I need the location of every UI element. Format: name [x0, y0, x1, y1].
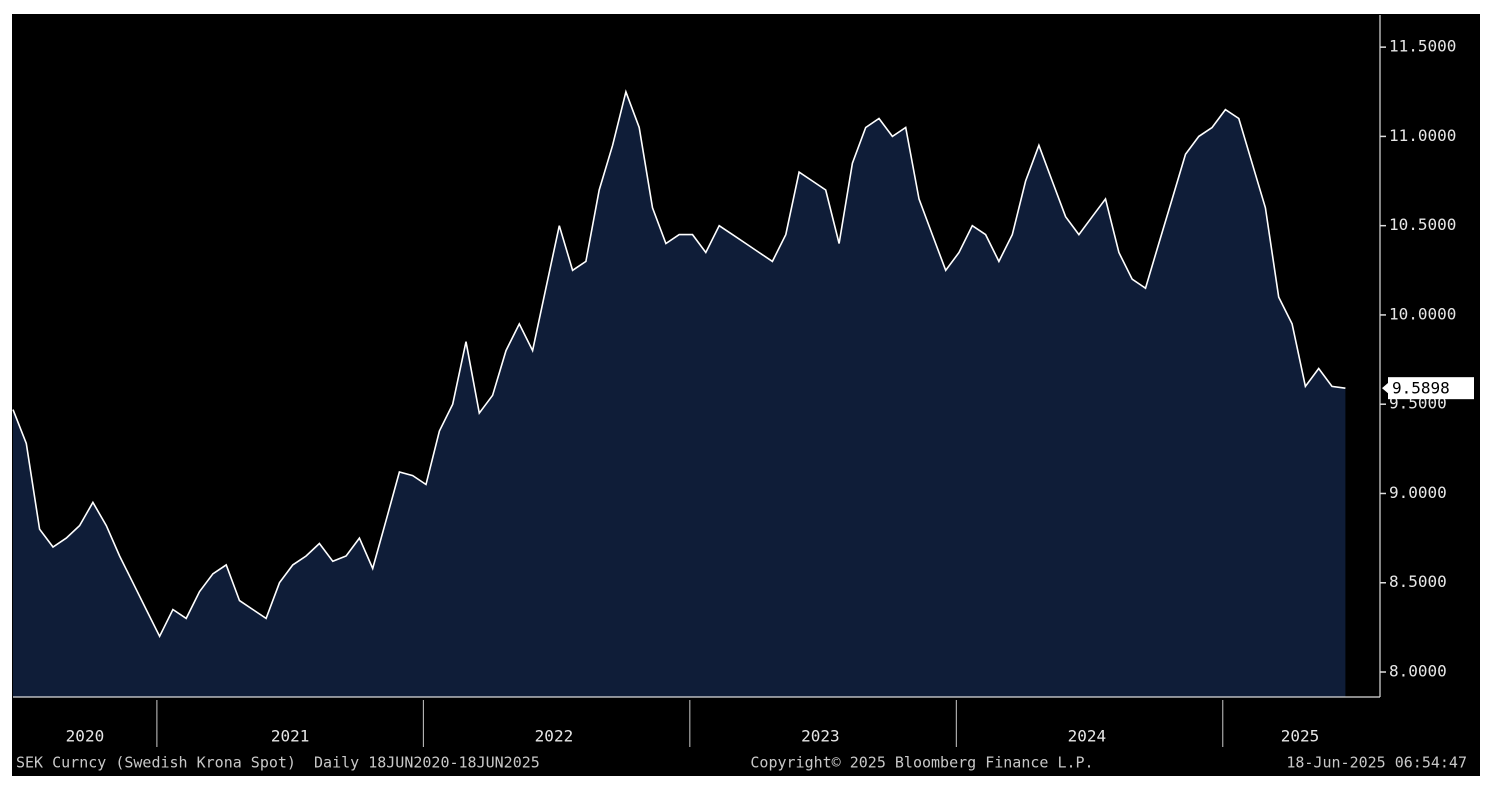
footer-right: 18-Jun-2025 06:54:47	[1286, 754, 1467, 772]
area	[13, 91, 1346, 698]
x-tick-label: 2020	[66, 727, 105, 746]
last-value-pointer	[1382, 382, 1389, 395]
x-tick-label: 2023	[801, 727, 840, 746]
x-tick-label: 2025	[1281, 727, 1320, 746]
footer-left: SEK Curncy (Swedish Krona Spot) Daily 18…	[16, 754, 540, 772]
x-tick-label: 2022	[535, 727, 574, 746]
x-tick-label: 2024	[1068, 727, 1107, 746]
y-tick-label: 11.5000	[1389, 37, 1456, 56]
y-tick-label: 9.0000	[1389, 483, 1447, 502]
y-tick-label: 11.0000	[1389, 126, 1456, 145]
y-tick-label: 10.0000	[1389, 304, 1456, 323]
line	[12, 89, 1346, 639]
y-tick-label: 8.5000	[1389, 572, 1447, 591]
last-value-box	[1388, 377, 1474, 400]
x-tick-label: 2021	[271, 727, 310, 746]
last-value-label: 9.5898	[1392, 379, 1450, 398]
y-tick-label: 8.0000	[1389, 662, 1447, 681]
y-tick-label: 10.5000	[1389, 215, 1456, 234]
footer-center: Copyright© 2025 Bloomberg Finance L.P.	[750, 754, 1093, 772]
